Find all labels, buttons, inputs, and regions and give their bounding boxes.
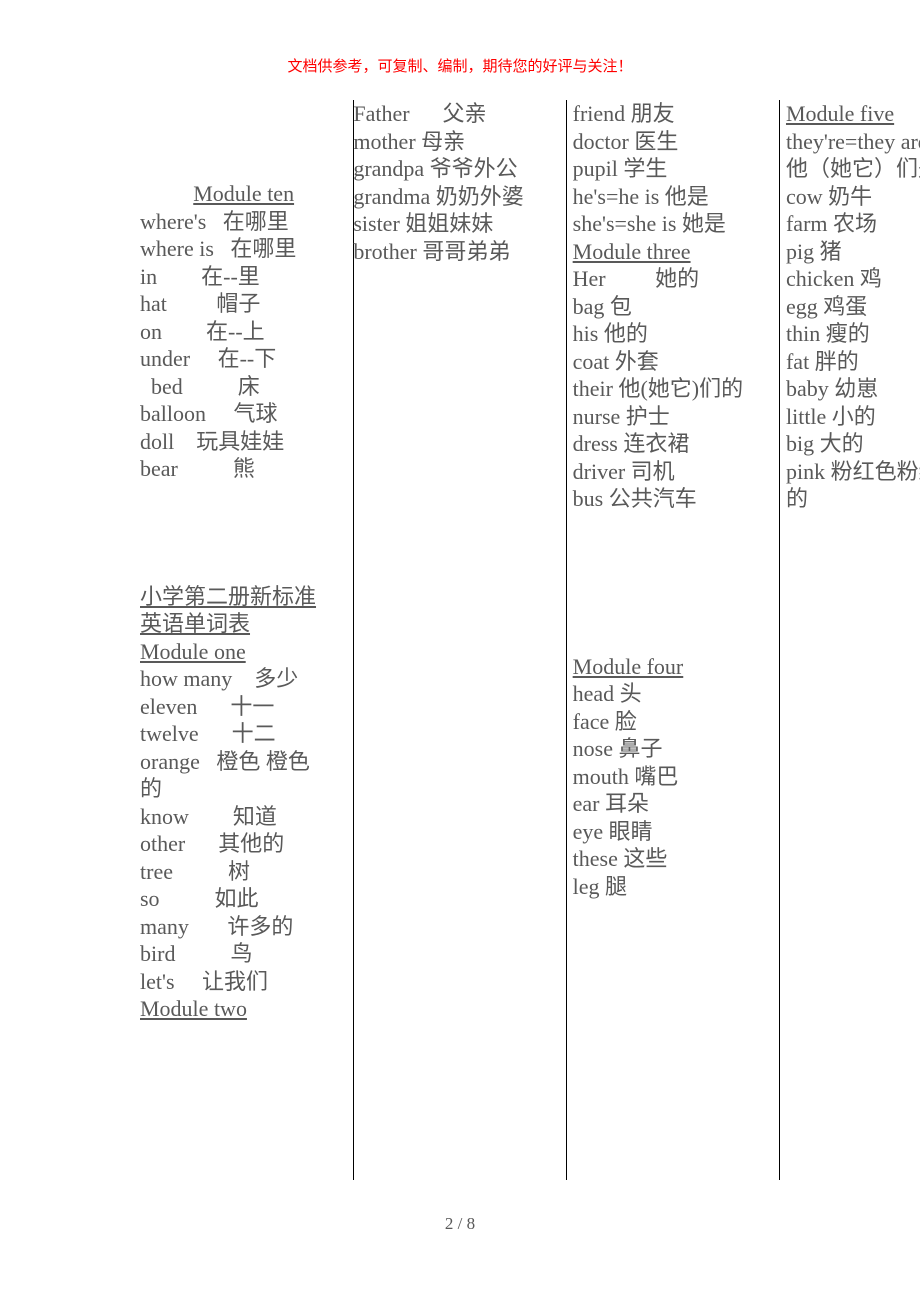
vocab-entry: how many 多少 [140, 665, 347, 693]
module-five-block: Module five they're=they are 他（她它）们是 cow… [780, 100, 920, 513]
vocab-entry: she's=she is 她是 [573, 210, 774, 238]
vocab-entry: pig 猪 [786, 238, 920, 266]
module-two-title: Module two [140, 995, 347, 1023]
vocab-entry: bus 公共汽车 [573, 485, 774, 513]
vocab-entry: Her 她的 [573, 265, 774, 293]
vocab-entry: bed 床 [140, 373, 347, 401]
vocab-entry: their 他(她它)们的 [573, 375, 774, 403]
vocab-entry: hat 帽子 [140, 290, 347, 318]
module-ten-block: Module ten where's 在哪里 where is 在哪里 in 在… [140, 180, 353, 483]
vocab-entry: bear 熊 [140, 455, 347, 483]
module-four-title: Module four [573, 653, 774, 681]
vocab-entry: little 小的 [786, 403, 920, 431]
vocab-entry: grandpa 爷爷外公 [353, 155, 560, 183]
vocab-entry: leg 腿 [573, 873, 774, 901]
vocab-entry: in 在--里 [140, 263, 347, 291]
vocab-entry: pink 粉红色粉红色 [786, 458, 920, 486]
vocab-entry: other 其他的 [140, 830, 347, 858]
vocab-entry: baby 幼崽 [786, 375, 920, 403]
vocab-entry: let's 让我们 [140, 968, 347, 996]
vocab-entry: dress 连衣裙 [573, 430, 774, 458]
vocab-entry: bird 鸟 [140, 940, 347, 968]
vocab-entry: chicken 鸡 [786, 265, 920, 293]
vocab-entry: driver 司机 [573, 458, 774, 486]
module-one-title: Module one [140, 638, 347, 666]
module-five-title: Module five [786, 100, 920, 128]
vocab-entry: doll 玩具娃娃 [140, 428, 347, 456]
vocab-entry: he's=he is 他是 [573, 183, 774, 211]
vocab-entry: nose 鼻子 [573, 735, 774, 763]
vocab-entry: big 大的 [786, 430, 920, 458]
vocab-entry: so 如此 [140, 885, 347, 913]
vocab-entry: thin 瘦的 [786, 320, 920, 348]
vocab-entry: eleven 十一 [140, 693, 347, 721]
vocab-entry: they're=they are [786, 128, 920, 156]
vocab-entry: his 他的 [573, 320, 774, 348]
book2-block: 小学第二册新标准 英语单词表 Module one how many 多少 el… [140, 583, 353, 1023]
vocab-entry: pupil 学生 [573, 155, 774, 183]
vocab-entry: friend 朋友 [573, 100, 774, 128]
vocab-entry: 他（她它）们是 [786, 155, 920, 183]
vocab-entry: doctor 医生 [573, 128, 774, 156]
vocab-entry: where's 在哪里 [140, 208, 347, 236]
vocab-entry: brother 哥哥弟弟 [353, 238, 560, 266]
vocab-entry: under 在--下 [140, 345, 347, 373]
vocab-entry: many 许多的 [140, 913, 347, 941]
module-two-entries: Father 父亲 mother 母亲 grandpa 爷爷外公 grandma… [353, 100, 566, 265]
vocab-entry: twelve 十二 [140, 720, 347, 748]
vocab-entry: ear 耳朵 [573, 790, 774, 818]
vocab-entry: balloon 气球 [140, 400, 347, 428]
vocab-entry: cow 奶牛 [786, 183, 920, 211]
module-two-cont: friend 朋友 doctor 医生 pupil 学生 he's=he is … [567, 100, 780, 513]
vocab-entry: where is 在哪里 [140, 235, 347, 263]
header-note: 文档供参考，可复制、编制，期待您的好评与关注！ [0, 55, 920, 76]
vocab-entry: these 这些 [573, 845, 774, 873]
vocab-entry: eye 眼睛 [573, 818, 774, 846]
vocab-entry: 的 [786, 485, 920, 513]
vocab-entry: sister 姐姐妹妹 [353, 210, 560, 238]
vocab-entry: farm 农场 [786, 210, 920, 238]
page-footer: 2 / 8 [0, 1214, 920, 1234]
page-body: Module ten where's 在哪里 where is 在哪里 in 在… [140, 100, 780, 1180]
vocab-entry: 的 [140, 775, 347, 803]
vocab-entry: face 脸 [573, 708, 774, 736]
module-four-block: Module four head 头 face 脸 nose 鼻子 mouth … [567, 653, 780, 901]
vocab-entry: Father 父亲 [353, 100, 560, 128]
book2-title: 小学第二册新标准 [140, 583, 347, 611]
module-ten-title: Module ten [140, 180, 347, 208]
vocab-entry: fat 胖的 [786, 348, 920, 376]
book2-title: 英语单词表 [140, 610, 347, 638]
vocab-entry: mother 母亲 [353, 128, 560, 156]
vocab-entry: know 知道 [140, 803, 347, 831]
vocab-entry: orange 橙色 橙色 [140, 748, 347, 776]
vocab-entry: nurse 护士 [573, 403, 774, 431]
vocab-entry: head 头 [573, 680, 774, 708]
vocab-entry: mouth 嘴巴 [573, 763, 774, 791]
vocab-entry: egg 鸡蛋 [786, 293, 920, 321]
vocab-entry: coat 外套 [573, 348, 774, 376]
vocab-entry: tree 树 [140, 858, 347, 886]
vocab-entry: bag 包 [573, 293, 774, 321]
module-three-title: Module three [573, 238, 774, 266]
vocab-entry: on 在--上 [140, 318, 347, 346]
vocab-entry: grandma 奶奶外婆 [353, 183, 560, 211]
